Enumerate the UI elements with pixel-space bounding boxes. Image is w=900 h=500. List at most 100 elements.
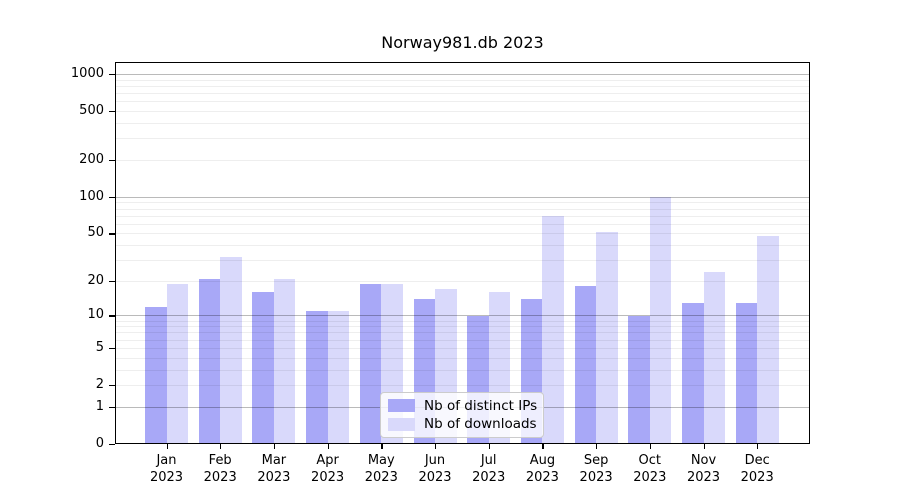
bar-distinct-ips-jan <box>145 306 167 444</box>
y-tick-label-200: 200 <box>79 151 104 167</box>
y-tick-mark <box>109 110 115 113</box>
x-tick-mark-oct <box>649 444 652 449</box>
y-tick-label-5: 5 <box>95 339 104 355</box>
x-axis-month-label-feb: Feb 2023 <box>203 453 237 485</box>
bar-distinct-ips-mar <box>252 292 274 444</box>
y-tick-mark <box>109 347 115 350</box>
bar-distinct-ips-apr <box>306 310 328 444</box>
gridline-minor <box>115 369 810 371</box>
gridline-minor <box>115 280 810 282</box>
y-tick-mark <box>109 406 115 408</box>
gridline-minor <box>115 223 810 225</box>
x-axis-month-label-sep: Sep 2023 <box>579 453 613 485</box>
x-tick-mark-nov <box>703 444 705 449</box>
gridline-minor <box>115 92 810 94</box>
x-axis-month-label-nov: Nov 2023 <box>686 453 721 485</box>
y-tick-mark <box>109 233 115 235</box>
bar-downloads-feb <box>220 256 242 444</box>
gridline-minor <box>115 202 810 204</box>
bar-distinct-ips-nov <box>682 302 704 444</box>
bar-distinct-ips-may <box>359 283 382 444</box>
legend-entry-distinct-ips: Nb of distinct IPs <box>388 397 538 414</box>
x-axis-month-label-jul: Jul 2023 <box>472 453 506 485</box>
y-tick-mark <box>109 384 115 387</box>
y-tick-mark <box>109 315 115 317</box>
y-tick-label-100: 100 <box>79 188 104 204</box>
legend-label-distinct-ips: Nb of distinct IPs <box>424 397 538 414</box>
gridline-minor <box>115 79 810 81</box>
legend-swatch-downloads <box>388 417 415 431</box>
gridline-minor <box>115 332 810 334</box>
x-axis-month-label-may: May 2023 <box>364 453 398 485</box>
bar-distinct-ips-feb <box>198 278 221 444</box>
y-tick-label-2: 2 <box>95 376 104 392</box>
y-tick-label-500: 500 <box>79 102 104 118</box>
y-tick-mark <box>109 196 115 198</box>
x-axis-month-label-aug: Aug 2023 <box>525 453 559 485</box>
gridline-minor <box>115 159 810 161</box>
x-tick-mark-may <box>381 444 383 449</box>
y-tick-label-0: 0 <box>95 435 104 451</box>
x-tick-mark-sep <box>596 444 598 449</box>
bar-downloads-sep <box>596 232 618 444</box>
chart-title: Norway981.db 2023 <box>381 33 544 52</box>
gridline-major <box>115 73 810 75</box>
x-tick-mark-jan <box>166 444 168 449</box>
x-axis-month-label-apr: Apr 2023 <box>311 453 345 485</box>
gridline-minor <box>115 138 810 140</box>
gridline-minor <box>115 339 810 341</box>
x-tick-mark-dec <box>757 444 759 449</box>
gridline-minor <box>115 259 810 261</box>
x-tick-mark-feb <box>220 444 222 449</box>
x-tick-mark-aug <box>542 444 544 449</box>
bar-downloads-dec <box>757 235 779 444</box>
legend: Nb of distinct IPs Nb of downloads <box>380 392 544 438</box>
bar-downloads-aug <box>542 215 564 444</box>
y-tick-mark <box>109 73 115 76</box>
legend-label-downloads: Nb of downloads <box>424 416 537 433</box>
plot-area <box>115 62 810 444</box>
x-axis-month-label-dec: Dec 2023 <box>740 453 774 485</box>
gridline-minor <box>115 110 810 112</box>
legend-swatch-distinct-ips <box>388 399 415 413</box>
gridline-minor <box>115 122 810 124</box>
bar-downloads-jan <box>166 283 188 444</box>
x-axis-month-label-mar: Mar 2023 <box>257 453 291 485</box>
gridline-major <box>115 315 810 317</box>
y-tick-mark <box>109 443 115 446</box>
gridline-minor <box>115 85 810 87</box>
bar-downloads-apr <box>327 310 350 444</box>
y-tick-label-20: 20 <box>87 272 104 288</box>
gridline-minor <box>115 208 810 210</box>
y-tick-label-50: 50 <box>87 225 104 241</box>
gridline-minor <box>115 101 810 103</box>
gridline-minor <box>115 385 810 386</box>
gridline-minor <box>115 244 810 246</box>
gridline-minor <box>115 233 810 235</box>
gridline-minor <box>115 215 810 217</box>
x-axis-month-label-oct: Oct 2023 <box>633 453 667 485</box>
y-tick-mark <box>109 280 115 283</box>
x-tick-mark-apr <box>327 444 329 449</box>
bar-downloads-nov <box>703 271 725 444</box>
gridline-minor <box>115 320 810 322</box>
bar-distinct-ips-sep <box>574 286 597 444</box>
x-tick-mark-mar <box>273 444 276 449</box>
x-tick-mark-jun <box>435 444 437 449</box>
legend-entry-downloads: Nb of downloads <box>388 416 537 433</box>
bar-distinct-ips-oct <box>628 315 650 444</box>
x-axis-month-label-jun: Jun 2023 <box>418 453 452 485</box>
x-tick-mark-jul <box>488 444 490 449</box>
gridline-minor <box>115 347 810 349</box>
gridline-major <box>115 196 810 198</box>
bar-downloads-oct <box>649 196 672 444</box>
y-tick-label-1: 1 <box>95 398 104 414</box>
y-tick-label-1000: 1000 <box>70 65 104 81</box>
y-tick-mark <box>109 159 115 162</box>
gridline-minor <box>115 357 810 359</box>
gridline-minor <box>115 326 810 328</box>
bar-distinct-ips-dec <box>735 302 758 444</box>
x-axis-month-label-jan: Jan 2023 <box>149 453 184 485</box>
bar-downloads-mar <box>273 278 296 444</box>
